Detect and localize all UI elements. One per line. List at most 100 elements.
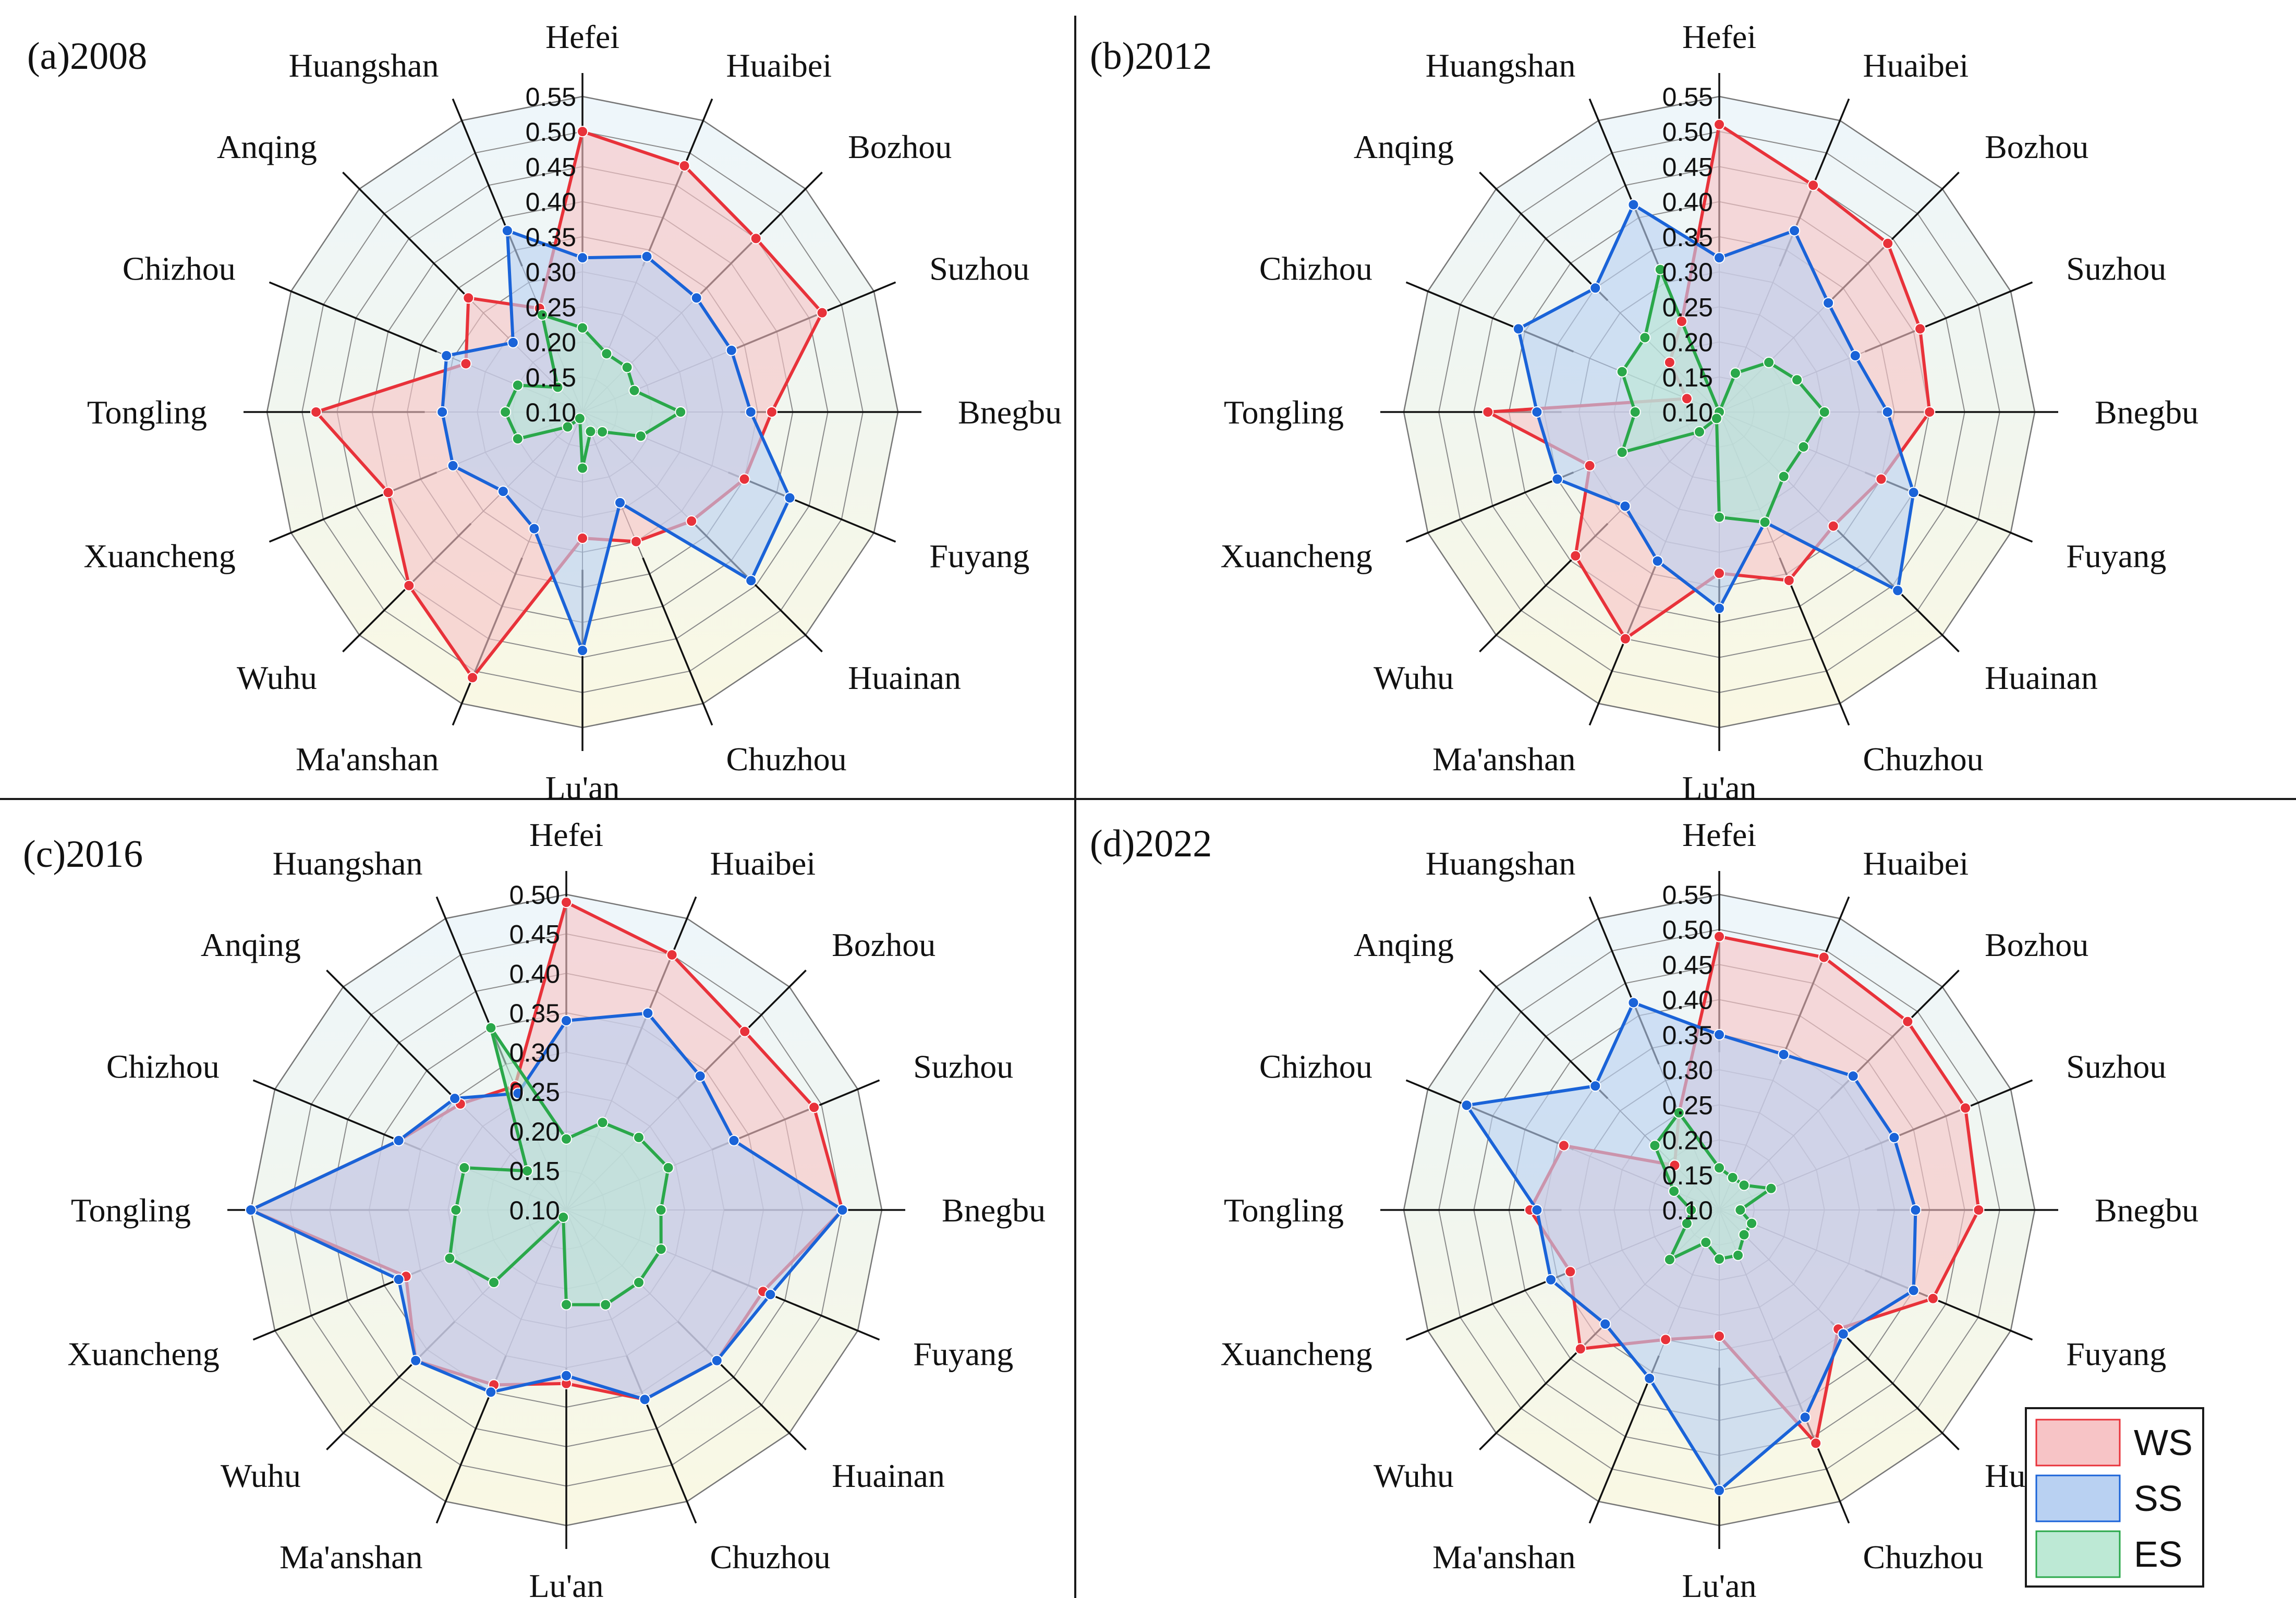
point-ss-fuyang — [1908, 1285, 1920, 1297]
point-ws-tongling — [310, 406, 322, 418]
point-ss-hefei — [1714, 252, 1725, 264]
spoke-outer-anqing — [326, 970, 456, 1099]
point-ss-chizhou — [393, 1134, 405, 1146]
point-ss-bozhou — [694, 1070, 706, 1082]
point-ss-chizhou — [1461, 1099, 1473, 1111]
point-es-huangshan — [1654, 263, 1666, 275]
point-ws-bnegbu — [1924, 406, 1936, 418]
axis-label-bozhou: Bozhou — [1985, 128, 2088, 165]
axis-label-xuancheng: Xuancheng — [1220, 1336, 1372, 1373]
axis-label-chizhou: Chizhou — [1259, 1048, 1372, 1085]
point-es-xuancheng — [1681, 1217, 1693, 1229]
point-ws-anqing — [1663, 356, 1675, 368]
axis-label-huangshan: Huangshan — [1426, 47, 1576, 84]
point-ws-wuhu — [403, 579, 415, 591]
point-ss-anqing — [449, 1093, 461, 1105]
tick-label: 0.30 — [526, 258, 576, 287]
point-ws-fuyang — [1927, 1292, 1939, 1304]
panel-label: (c)2016 — [23, 833, 143, 876]
tick-label: 0.25 — [1662, 1091, 1713, 1120]
point-ss-suzhou — [728, 1134, 740, 1146]
point-ss-bnegbu — [1910, 1204, 1922, 1216]
point-es-bnegbu — [655, 1204, 667, 1216]
axis-label-wuhu: Wuhu — [237, 659, 317, 696]
axis-label-fuyang: Fuyang — [929, 538, 1029, 575]
point-ws-ma-anshan — [467, 672, 479, 684]
axis-label-huainan: Huainan — [832, 1457, 945, 1494]
axis-label-ma-anshan: Ma'anshan — [1432, 741, 1576, 778]
point-es-chizhou — [458, 1162, 470, 1173]
point-ws-huaibei — [1818, 951, 1830, 963]
axis-label-bnegbu: Bnegbu — [958, 394, 1062, 431]
point-ss-chuzhou — [614, 497, 626, 509]
spoke-outer-chizhou — [269, 281, 438, 353]
point-ss-ma-anshan — [1651, 555, 1663, 567]
tick-label: 0.45 — [509, 920, 560, 949]
tick-label: 0.40 — [526, 188, 576, 217]
axis-label-suzhou: Suzhou — [913, 1048, 1013, 1085]
tick-label: 0.50 — [1662, 117, 1713, 147]
point-es-suzhou — [1791, 374, 1803, 386]
axis-label-lu-an: Lu'an — [545, 769, 619, 806]
axis-label-huainan: Huainan — [1985, 659, 2098, 696]
point-ws-ma-anshan — [1660, 1334, 1672, 1346]
point-es-huaibei — [597, 1117, 609, 1129]
point-ws-huainan — [1827, 520, 1839, 532]
axis-label-lu-an: Lu'an — [529, 1567, 603, 1598]
point-ws-huainan — [686, 515, 698, 527]
point-es-chizhou — [512, 379, 524, 391]
spoke-outer-xuancheng — [252, 1269, 421, 1341]
point-ws-suzhou — [816, 307, 828, 319]
point-es-fuyang — [655, 1243, 667, 1255]
point-ws-chizhou — [1681, 393, 1693, 405]
spoke-outer-huainan — [1830, 1321, 1960, 1450]
axis-label-tongling: Tongling — [1224, 1192, 1344, 1229]
point-ws-lu-an — [1714, 1330, 1725, 1342]
point-ss-huainan — [745, 575, 757, 587]
point-es-xuancheng — [444, 1252, 456, 1264]
point-ss-bozhou — [690, 292, 702, 304]
axis-label-anqing: Anqing — [217, 128, 317, 165]
tick-label: 0.45 — [1662, 152, 1713, 181]
axis-label-suzhou: Suzhou — [929, 250, 1029, 287]
point-es-huangshan — [485, 1022, 497, 1034]
point-es-lu-an — [561, 1299, 572, 1311]
panel-2008: 0.10 0.15 0.20 0.25 0.30 0.35 0.40 0.45 0.50 0.55… — [27, 18, 1062, 806]
point-es-wuhu — [1694, 426, 1705, 438]
axis-label-chizhou: Chizhou — [106, 1048, 220, 1085]
point-ws-bozhou — [1902, 1015, 1914, 1027]
tick-label: 0.45 — [526, 152, 576, 181]
axis-label-huaibei: Huaibei — [1863, 845, 1969, 882]
point-ss-anqing — [1589, 1080, 1601, 1092]
point-ss-ma-anshan — [485, 1386, 497, 1398]
tick-label: 0.20 — [1662, 328, 1713, 357]
point-ss-bozhou — [1823, 297, 1835, 309]
axis-label-bnegbu: Bnegbu — [942, 1192, 1046, 1229]
point-es-chizhou — [1668, 1185, 1680, 1197]
tick-label: 0.25 — [526, 293, 576, 322]
point-ss-tongling — [436, 406, 448, 418]
axis-label-huangshan: Huangshan — [273, 845, 423, 882]
point-ss-chizhou — [441, 350, 453, 361]
point-ws-hefei — [561, 897, 572, 909]
tick-label: 0.55 — [1662, 880, 1713, 910]
point-ss-wuhu — [1599, 1318, 1611, 1330]
point-es-hefei — [561, 1133, 572, 1145]
point-ws-xuancheng — [1564, 1266, 1576, 1278]
axis-label-hefei: Hefei — [529, 816, 603, 853]
axis-label-tongling: Tongling — [87, 394, 207, 431]
point-ws-xuancheng — [382, 487, 394, 499]
point-es-xuancheng — [512, 433, 524, 445]
point-es-huaibei — [1727, 1171, 1739, 1183]
tick-label: 0.10 — [526, 398, 576, 427]
point-ss-lu-an — [577, 645, 588, 657]
axis-label-xuancheng: Xuancheng — [83, 538, 235, 575]
point-ws-huaibei — [666, 949, 678, 961]
point-es-chizhou — [1616, 366, 1628, 378]
tick-label: 0.30 — [1662, 258, 1713, 287]
tick-label: 0.35 — [1662, 1021, 1713, 1050]
point-ss-huaibei — [1789, 225, 1801, 237]
axis-label-bozhou: Bozhou — [1985, 926, 2088, 963]
point-ss-huainan — [1837, 1328, 1849, 1340]
tick-label: 0.50 — [1662, 915, 1713, 945]
